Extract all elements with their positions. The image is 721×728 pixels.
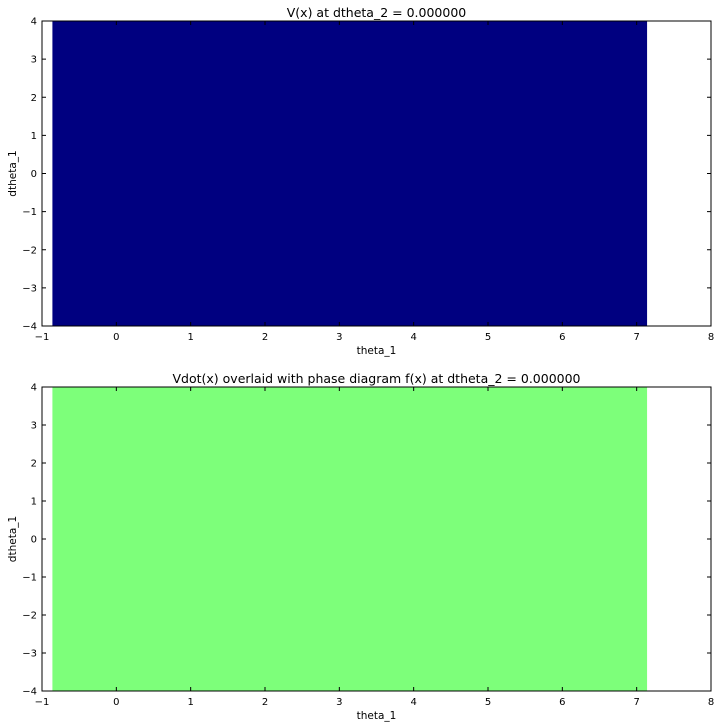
bottom-chart-title: Vdot(x) overlaid with phase diagram f(x)… <box>172 371 580 386</box>
bottom-chart-xtick-label: 3 <box>336 697 342 708</box>
top-chart-xtick-label: 3 <box>336 332 342 343</box>
top-chart-ytick-label: −4 <box>22 322 37 333</box>
bottom-chart-ytick-label: 4 <box>31 383 37 394</box>
top-chart-ytick-label: 2 <box>31 93 37 104</box>
top-chart-ytick-label: 1 <box>31 131 37 142</box>
bottom-chart-xtick-label: 0 <box>113 697 119 708</box>
top-chart-ytick-label: 0 <box>31 169 37 180</box>
top-chart-xlabel: theta_1 <box>357 345 397 357</box>
bottom-chart-xtick-label: 1 <box>187 697 193 708</box>
bottom-chart-ytick-label: 1 <box>31 497 37 508</box>
bottom-chart-ylabel: dtheta_1 <box>7 516 19 562</box>
bottom-chart-ytick-label: −4 <box>22 687 37 698</box>
bottom-chart-xtick-label: 2 <box>262 697 268 708</box>
top-chart-xtick-label: 7 <box>633 332 639 343</box>
top-chart-xtick-label: 6 <box>559 332 565 343</box>
bottom-chart-xtick-label: 8 <box>708 697 714 708</box>
bottom-chart-ytick-label: 0 <box>31 535 37 546</box>
top-chart-ytick-label: 3 <box>31 55 37 66</box>
bottom-chart-ytick-label: −1 <box>22 573 37 584</box>
top-chart-title: V(x) at dtheta_2 = 0.000000 <box>287 5 467 20</box>
bottom-chart-xtick-label: −1 <box>35 697 50 708</box>
bottom-chart-ytick-label: 3 <box>31 421 37 432</box>
bottom-chart-xtick-label: 7 <box>633 697 639 708</box>
top-chart-xtick-label: 2 <box>262 332 268 343</box>
top-chart-xtick-label: −1 <box>35 332 50 343</box>
top-chart-panel: V(x) at dtheta_2 = 0.000000 theta_1 dthe… <box>7 5 714 357</box>
top-chart-xtick-label: 4 <box>410 332 416 343</box>
bottom-chart-ytick-label: 2 <box>31 459 37 470</box>
top-chart-xtick-label: 0 <box>113 332 119 343</box>
top-chart-xtick-label: 8 <box>708 332 714 343</box>
top-chart-ytick-label: −1 <box>22 207 37 218</box>
top-chart-filled-region <box>52 21 648 326</box>
bottom-chart-xtick-label: 5 <box>485 697 491 708</box>
top-chart-ylabel: dtheta_1 <box>7 150 19 196</box>
bottom-chart-xtick-label: 6 <box>559 697 565 708</box>
top-chart-xtick-label: 1 <box>187 332 193 343</box>
bottom-chart-xlabel: theta_1 <box>357 710 397 722</box>
top-chart-ytick-label: −2 <box>22 245 37 256</box>
bottom-chart-xtick-label: 4 <box>410 697 416 708</box>
top-chart-ytick-label: 4 <box>31 17 37 28</box>
bottom-chart-ytick-label: −3 <box>22 649 37 660</box>
bottom-chart-ytick-label: −2 <box>22 611 37 622</box>
bottom-chart-panel: Vdot(x) overlaid with phase diagram f(x)… <box>7 371 714 722</box>
top-chart-ytick-label: −3 <box>22 283 37 294</box>
top-chart-xtick-label: 5 <box>485 332 491 343</box>
bottom-chart-filled-region <box>52 387 648 691</box>
